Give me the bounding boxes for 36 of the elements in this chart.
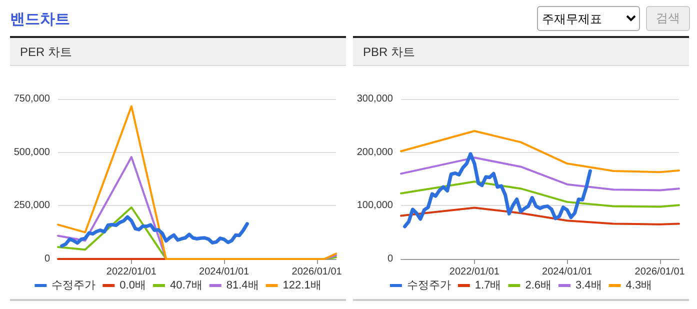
line-series	[57, 105, 337, 260]
line-series	[400, 206, 680, 226]
x-tick-label: 2024/01/01	[199, 266, 250, 278]
y-tick-label: 500,000	[14, 146, 50, 158]
legend-label: 40.7배	[170, 280, 202, 292]
legend-label: 수정주가	[52, 280, 96, 292]
x-tick-label: 2024/01/01	[542, 266, 593, 278]
x-tick-label: 2022/01/01	[449, 266, 500, 278]
y-tick-label: 0	[387, 254, 394, 264]
text: 검색	[646, 6, 690, 31]
y-tick-label: 0	[44, 254, 50, 264]
line-series	[400, 130, 680, 174]
line-series	[400, 180, 680, 208]
y-tick-label: 100,000	[356, 200, 394, 212]
text: 밴드차트	[10, 10, 70, 29]
line-series	[60, 215, 249, 248]
y-tick-label: 750,000	[14, 94, 50, 104]
y-tick-label: 200,000	[356, 146, 394, 158]
y-tick-label: 300,000	[356, 94, 394, 104]
legend-label: 3.4배	[576, 280, 602, 292]
legend-label: 81.4배	[226, 280, 259, 292]
x-tick-label: 2026/01/01	[634, 266, 686, 278]
legend-label: 4.3배	[626, 280, 652, 292]
legend-label: 2.6배	[525, 280, 552, 292]
chart-title: PER 차트	[10, 36, 346, 66]
x-tick-label: 2026/01/01	[292, 266, 342, 278]
legend-label: 0.0배	[120, 280, 146, 292]
legend-label: 122.1배	[282, 280, 322, 292]
legend-label: 1.7배	[474, 280, 502, 292]
y-tick-label: 250,000	[14, 200, 50, 212]
x-tick-label: 2022/01/01	[106, 266, 157, 278]
line-series	[400, 156, 680, 192]
line-series	[403, 152, 592, 228]
legend-label: 수정주가	[406, 280, 451, 292]
text: 주재무제표	[537, 6, 640, 31]
chart-title: PBR 차트	[353, 36, 689, 66]
